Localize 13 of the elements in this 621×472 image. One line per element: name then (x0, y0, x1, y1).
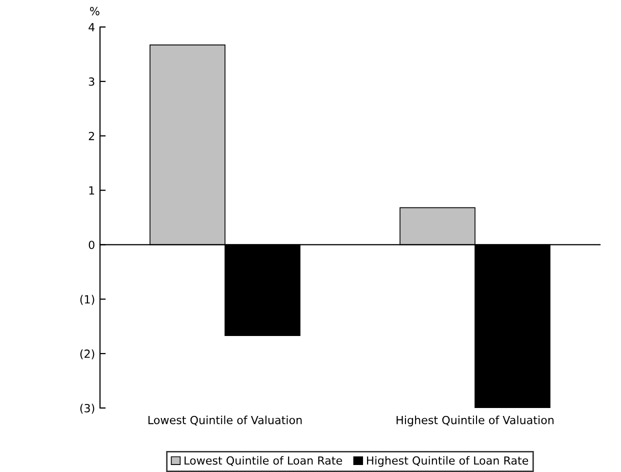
legend-label: Highest Quintile of Loan Rate (367, 456, 528, 467)
x-tick-label: Highest Quintile of Valuation (396, 416, 554, 426)
y-tick-label: 4 (88, 23, 95, 32)
y-tick-label: 0 (88, 240, 94, 250)
y-tick-label: 3 (88, 77, 94, 86)
legend-label: Lowest Quintile of Loan Rate (184, 456, 342, 466)
y-tick-label: (1) (80, 294, 94, 305)
y-axis-title: % (90, 6, 100, 16)
x-tick-label: Lowest Quintile of Valuation (148, 416, 302, 426)
y-tick-label: (2) (80, 349, 94, 360)
y-tick-label: 2 (88, 132, 94, 140)
y-tick-label: 1 (89, 186, 94, 195)
y-tick-label: (3) (80, 404, 94, 414)
